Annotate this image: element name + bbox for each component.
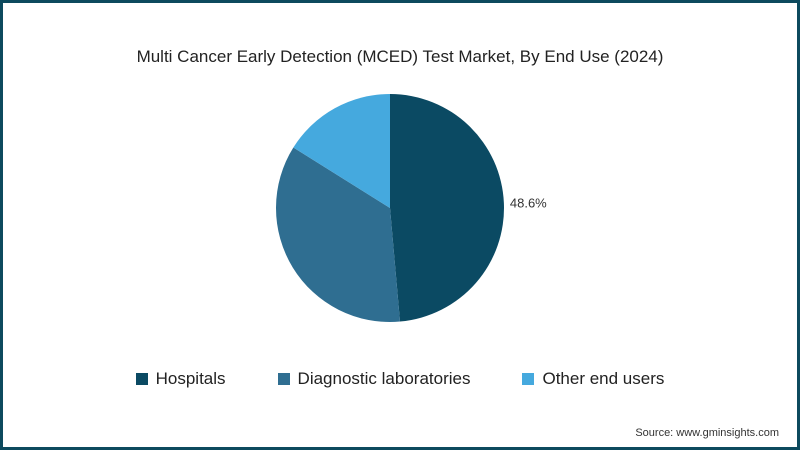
pie-slice-other-end-users xyxy=(293,94,390,208)
legend-label: Other end users xyxy=(542,369,665,388)
chart-title: Multi Cancer Early Detection (MCED) Test… xyxy=(136,47,664,66)
pie-slice-diagnostic-laboratories xyxy=(276,147,401,322)
legend-label: Diagnostic laboratories xyxy=(297,369,471,388)
legend-swatch xyxy=(522,373,535,385)
data-label: 48.6% xyxy=(510,196,547,211)
legend-label: Hospitals xyxy=(155,369,226,388)
pie-slice-hospitals xyxy=(390,93,505,322)
legend-item-diagnostic-laboratories: Diagnostic laboratories xyxy=(277,369,471,389)
source-note: Source: www.gminsights.com xyxy=(635,427,779,439)
legend-swatch xyxy=(277,373,290,385)
legend: Hospitals Diagnostic laboratories Other … xyxy=(3,369,797,389)
legend-swatch xyxy=(135,373,148,385)
pie-chart: 48.6% xyxy=(276,93,547,322)
legend-item-other-end-users: Other end users xyxy=(522,369,664,389)
legend-item-hospitals: Hospitals xyxy=(135,369,226,389)
